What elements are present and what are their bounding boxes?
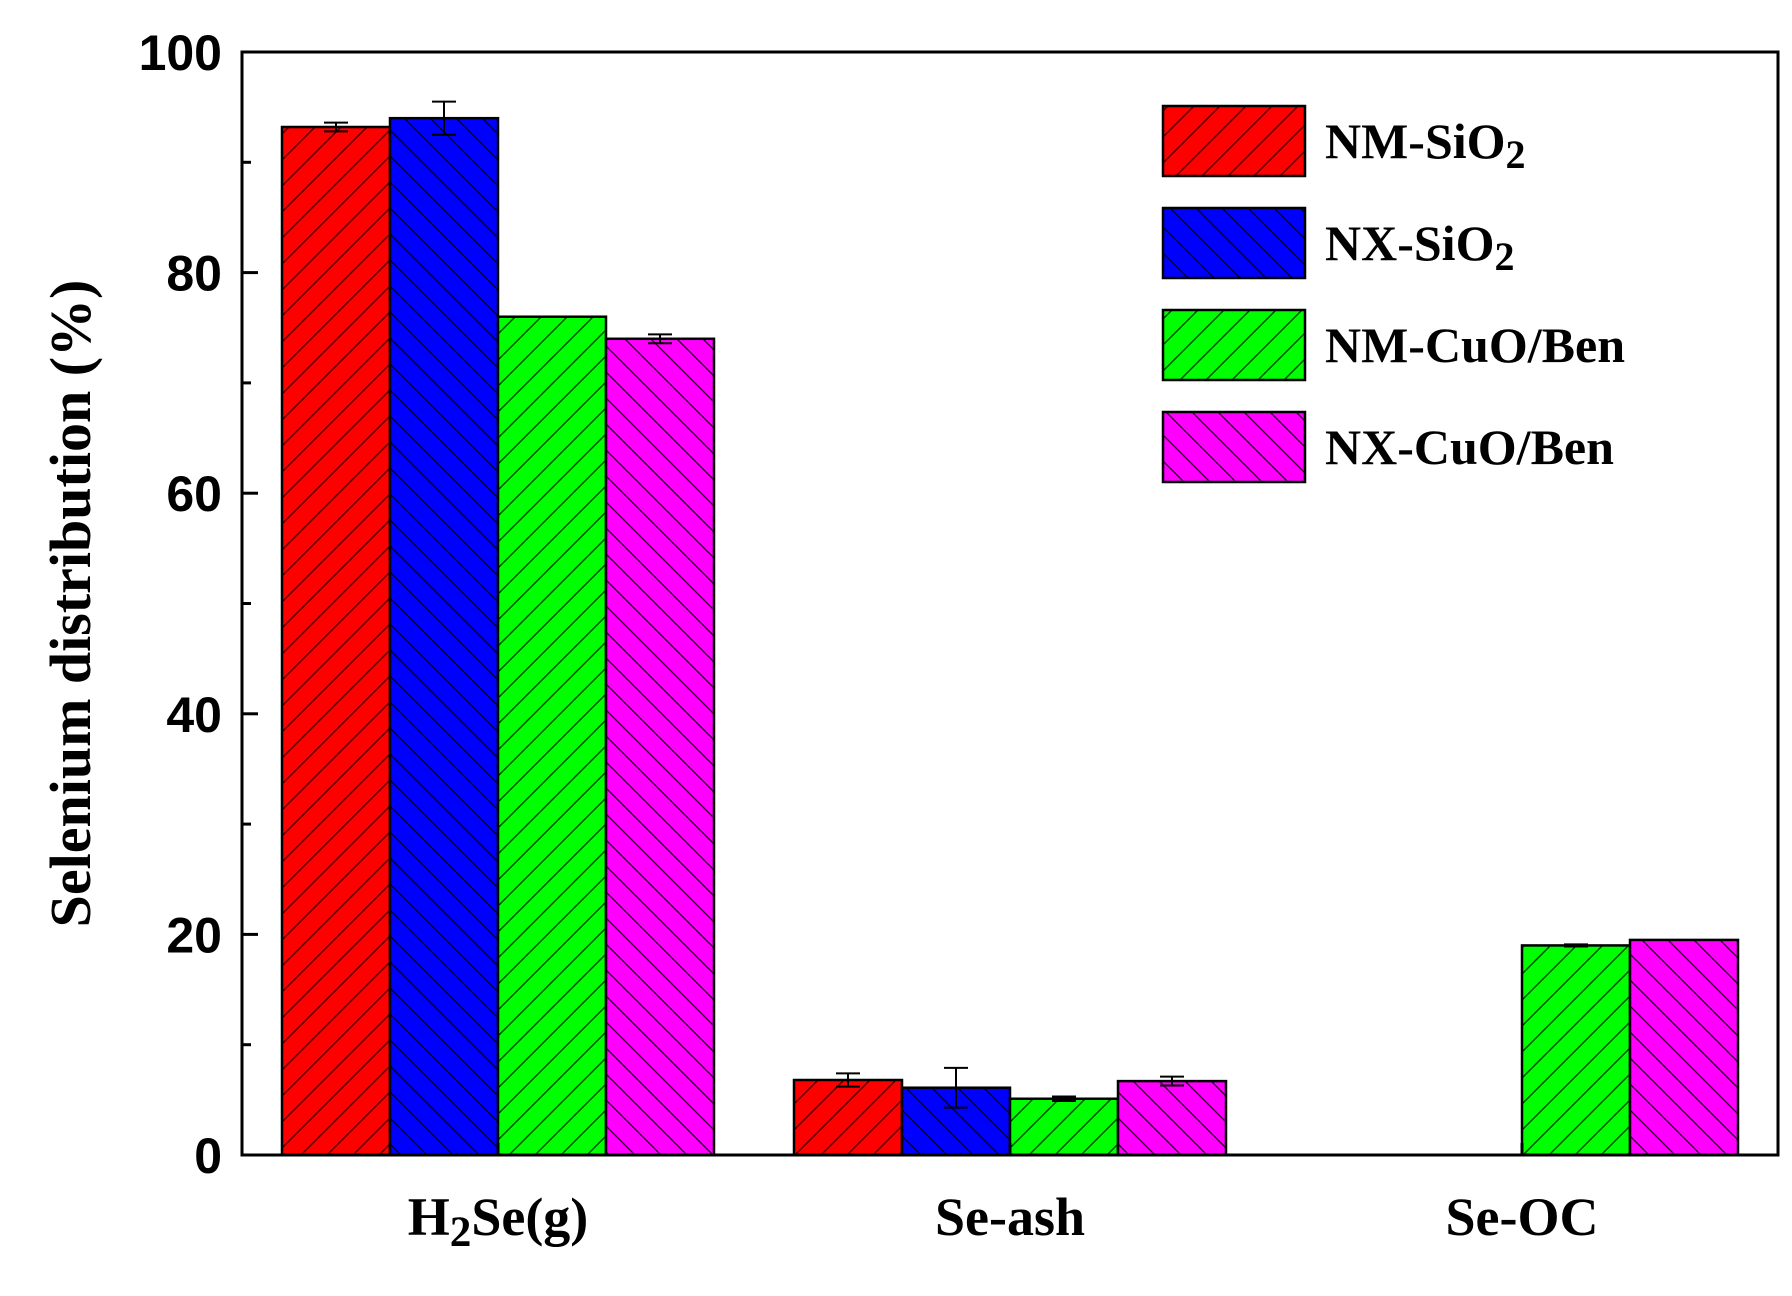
x-category-label-se-ash: Se-ash [935, 1187, 1085, 1247]
x-category-label-se-oc: Se-OC [1446, 1187, 1599, 1247]
legend-item-nx-sio2: NX-SiO2 [1161, 206, 1514, 280]
bar-nm-cuo-ben-se-ash [1008, 1097, 1120, 1157]
error-bar-nm-sio2-h2se-g [324, 121, 348, 133]
legend-item-nm-sio2: NM-SiO2 [1161, 104, 1526, 178]
error-bar-nm-cuo-ben-se-oc [1564, 943, 1588, 948]
legend-item-nm-cuo-ben: NM-CuO/Ben [1161, 308, 1625, 382]
error-bar-nm-cuo-ben-se-ash [1052, 1095, 1076, 1102]
y-tick-label: 20 [166, 907, 222, 963]
y-tick-label: 60 [166, 466, 222, 522]
bar-nm-cuo-ben-h2se-g [496, 315, 608, 1157]
legend-swatch [1161, 104, 1307, 178]
error-bar-nx-cuo-ben-se-ash [1160, 1075, 1184, 1087]
legend-label: NX-SiO2 [1325, 215, 1514, 279]
bar-nx-cuo-ben-h2se-g [604, 337, 716, 1157]
y-tick-label: 100 [139, 25, 222, 81]
bar-nx-cuo-ben-se-oc [1628, 938, 1740, 1157]
legend-label: NM-SiO2 [1325, 113, 1526, 177]
bar-nx-sio2-h2se-g [388, 116, 500, 1157]
error-bar-nx-sio2-h2se-g [432, 100, 456, 136]
legend-swatch [1161, 206, 1307, 280]
legend-swatch [1161, 410, 1307, 484]
y-axis-title: Selenium distribution (%) [38, 280, 103, 928]
bar-nx-cuo-ben-se-ash [1116, 1079, 1228, 1157]
bars-layer [280, 116, 1740, 1157]
y-axis: 0 20 40 60 80 100 [139, 25, 258, 1184]
bar-nm-cuo-ben-se-oc [1520, 944, 1632, 1157]
error-bar-nx-cuo-ben-h2se-g [648, 333, 672, 345]
y-tick-label: 40 [166, 687, 222, 743]
error-bars-layer [324, 100, 1588, 1109]
error-bar-nx-sio2-se-ash [944, 1066, 968, 1109]
x-axis: H2Se(g) Se-ash Se-OC [408, 1143, 1599, 1256]
legend-label: NM-CuO/Ben [1325, 317, 1625, 373]
x-category-label-h2se-g: H2Se(g) [408, 1187, 589, 1256]
y-tick-label: 0 [194, 1128, 222, 1184]
bar-nm-sio2-h2se-g [280, 125, 392, 1157]
y-tick-label: 80 [166, 246, 222, 302]
legend: NM-SiO2 NX-SiO2 NM-CuO/Ben NX-CuO/Ben [1161, 104, 1625, 484]
legend-item-nx-cuo-ben: NX-CuO/Ben [1161, 410, 1614, 484]
legend-swatch [1161, 308, 1307, 382]
legend-label: NX-CuO/Ben [1325, 419, 1614, 475]
bar-nm-sio2-se-ash [792, 1078, 904, 1157]
error-bar-nm-sio2-se-ash [836, 1072, 860, 1088]
